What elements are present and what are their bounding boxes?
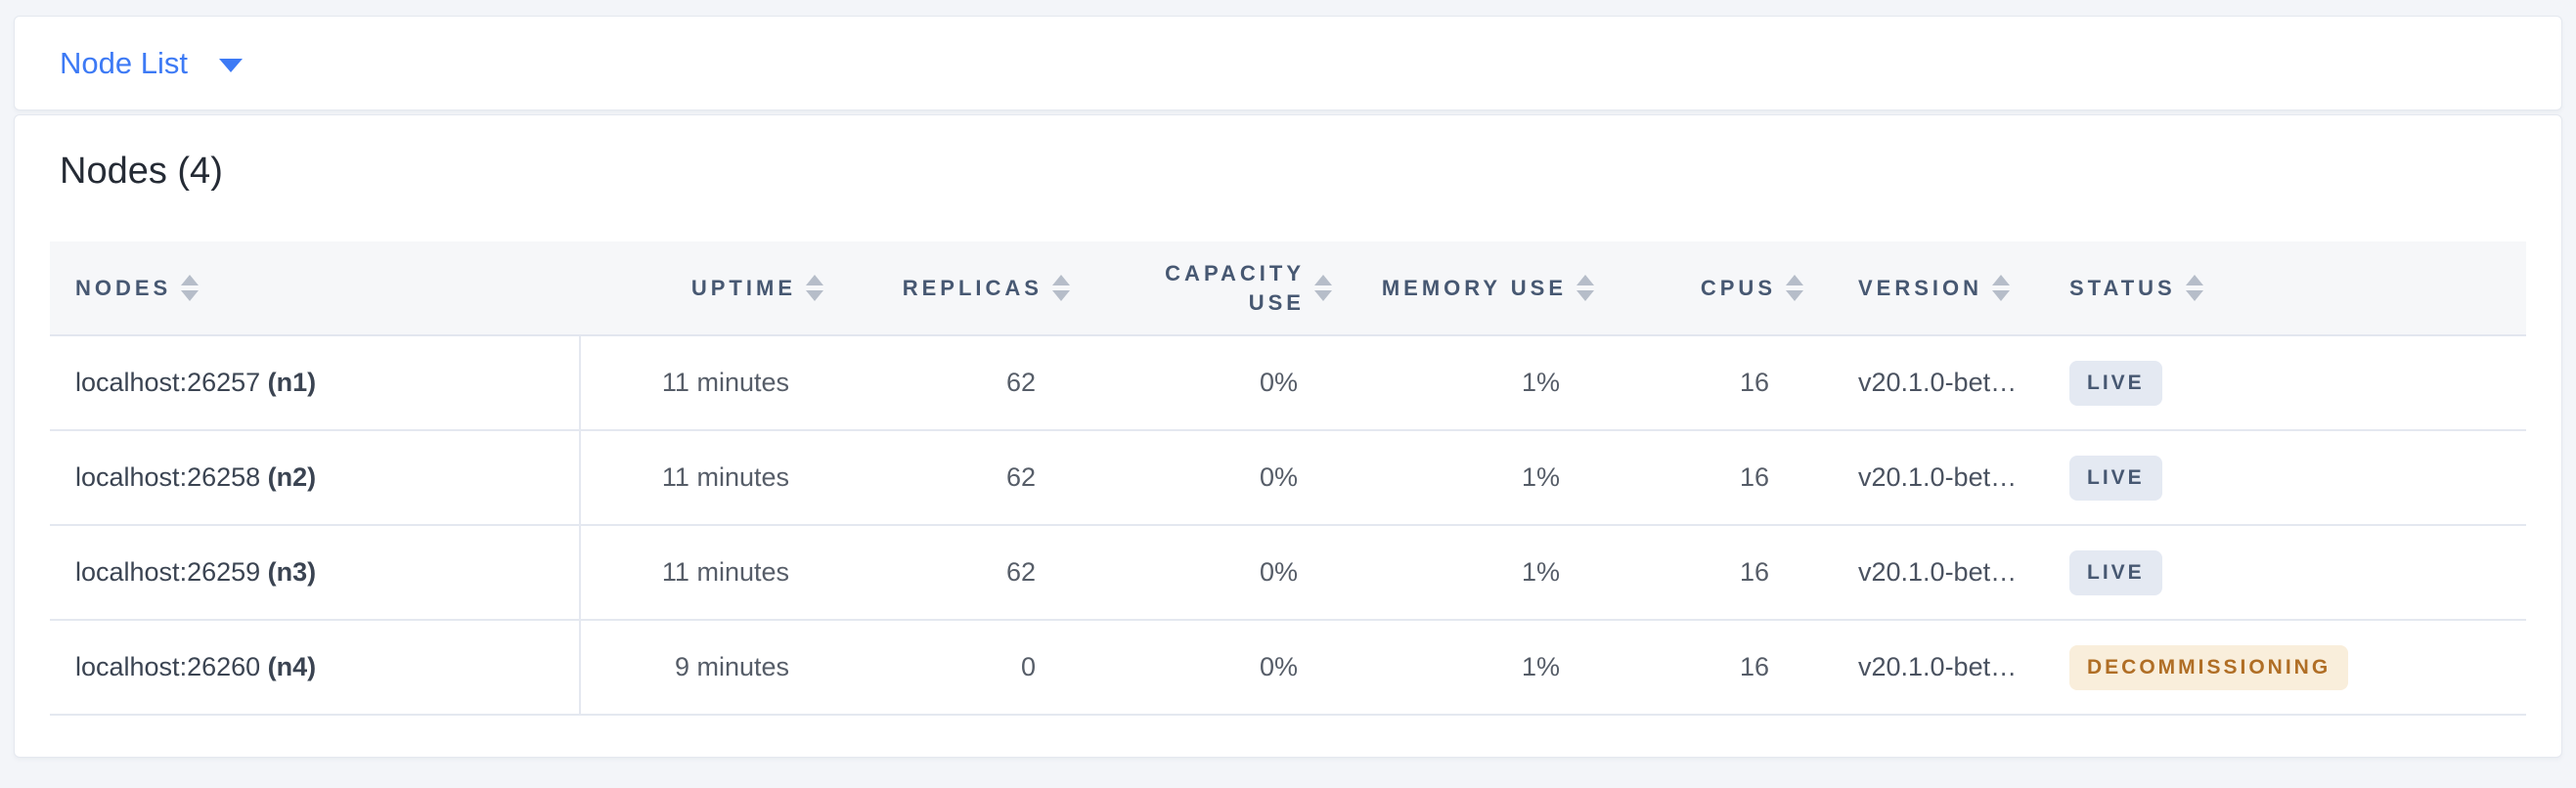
column-label: MEMORY USE [1381, 275, 1567, 300]
status-cell: LIVE [2046, 430, 2526, 526]
column-header-uptime[interactable]: UPTIME [580, 241, 843, 336]
node-address-cell: localhost:26259 (n3) [50, 525, 581, 621]
node-id: (n2) [267, 462, 317, 492]
table-header-row: NODES UPTIME REPLICAS [50, 241, 2526, 336]
column-header-capacity-use[interactable]: CAPACITY USE [1089, 241, 1352, 336]
uptime-cell: 11 minutes [580, 430, 843, 526]
view-selector-dropdown[interactable]: Node List [60, 46, 243, 81]
status-badge: LIVE [2069, 455, 2162, 501]
uptime-cell: 11 minutes [580, 525, 843, 621]
capacity-use-cell: 0% [1089, 525, 1352, 621]
view-selector-bar: Node List [14, 16, 2562, 110]
sort-icon [1577, 275, 1594, 301]
column-label: UPTIME [690, 275, 796, 300]
uptime-cell: 11 minutes [580, 335, 843, 431]
version-cell: v20.1.0-bet… [1823, 335, 2046, 431]
column-label: VERSION [1858, 275, 1983, 300]
nodes-card: Nodes (4) NODES UPTIME [14, 114, 2562, 758]
cpus-cell: 16 [1614, 430, 1823, 526]
node-address-cell: localhost:26257 (n1) [50, 335, 581, 431]
nodes-table: NODES UPTIME REPLICAS [50, 241, 2526, 716]
memory-use-cell: 1% [1352, 620, 1614, 716]
column-label: STATUS [2069, 275, 2176, 300]
column-header-status[interactable]: STATUS [2046, 241, 2526, 336]
uptime-cell: 9 minutes [580, 620, 843, 716]
column-label: CAPACITY USE [1165, 260, 1305, 315]
sort-icon [181, 275, 200, 301]
memory-use-cell: 1% [1352, 525, 1614, 621]
status-cell: LIVE [2046, 335, 2526, 431]
node-link[interactable]: localhost:26257 [75, 368, 261, 397]
sort-icon [1052, 275, 1070, 301]
status-cell: DECOMMISSIONING [2046, 620, 2526, 716]
node-address-cell: localhost:26258 (n2) [50, 430, 581, 526]
column-header-nodes[interactable]: NODES [50, 241, 580, 336]
version-cell: v20.1.0-bet… [1823, 430, 2046, 526]
table-row: localhost:26257 (n1) 11 minutes 62 0% 1%… [50, 335, 2526, 431]
node-link[interactable]: localhost:26259 [75, 557, 261, 587]
replicas-cell: 62 [843, 430, 1089, 526]
status-badge: DECOMMISSIONING [2069, 644, 2349, 690]
view-selector-label: Node List [60, 45, 188, 80]
cpus-cell: 16 [1614, 335, 1823, 431]
version-cell: v20.1.0-bet… [1823, 525, 2046, 621]
node-address-cell: localhost:26260 (n4) [50, 620, 581, 716]
column-label: REPLICAS [902, 275, 1043, 300]
sort-icon [1786, 275, 1803, 301]
node-id: (n4) [267, 652, 317, 681]
table-row: localhost:26260 (n4) 9 minutes 0 0% 1% 1… [50, 620, 2526, 716]
cpus-cell: 16 [1614, 620, 1823, 716]
replicas-cell: 62 [843, 525, 1089, 621]
column-header-version[interactable]: VERSION [1823, 241, 2046, 336]
sort-icon [1992, 275, 2011, 301]
cpus-cell: 16 [1614, 525, 1823, 621]
capacity-use-cell: 0% [1089, 335, 1352, 431]
column-label: CPUS [1700, 275, 1776, 300]
memory-use-cell: 1% [1352, 335, 1614, 431]
replicas-cell: 0 [843, 620, 1089, 716]
version-cell: v20.1.0-bet… [1823, 620, 2046, 716]
node-link[interactable]: localhost:26258 [75, 462, 261, 492]
column-header-replicas[interactable]: REPLICAS [843, 241, 1089, 336]
sort-icon [2185, 275, 2203, 301]
sort-icon [806, 275, 823, 301]
column-header-cpus[interactable]: CPUS [1614, 241, 1823, 336]
table-row: localhost:26258 (n2) 11 minutes 62 0% 1%… [50, 430, 2526, 526]
node-link[interactable]: localhost:26260 [75, 652, 261, 681]
capacity-use-cell: 0% [1089, 620, 1352, 716]
table-row: localhost:26259 (n3) 11 minutes 62 0% 1%… [50, 525, 2526, 621]
node-id: (n1) [267, 368, 317, 397]
status-cell: LIVE [2046, 525, 2526, 621]
sort-icon [1314, 275, 1332, 301]
replicas-cell: 62 [843, 335, 1089, 431]
column-label: NODES [75, 275, 172, 300]
node-id: (n3) [267, 557, 317, 587]
column-header-memory-use[interactable]: MEMORY USE [1352, 241, 1614, 336]
capacity-use-cell: 0% [1089, 430, 1352, 526]
chevron-down-icon [218, 58, 243, 72]
memory-use-cell: 1% [1352, 430, 1614, 526]
page-title: Nodes (4) [60, 151, 223, 192]
status-badge: LIVE [2069, 360, 2162, 406]
status-badge: LIVE [2069, 549, 2162, 595]
